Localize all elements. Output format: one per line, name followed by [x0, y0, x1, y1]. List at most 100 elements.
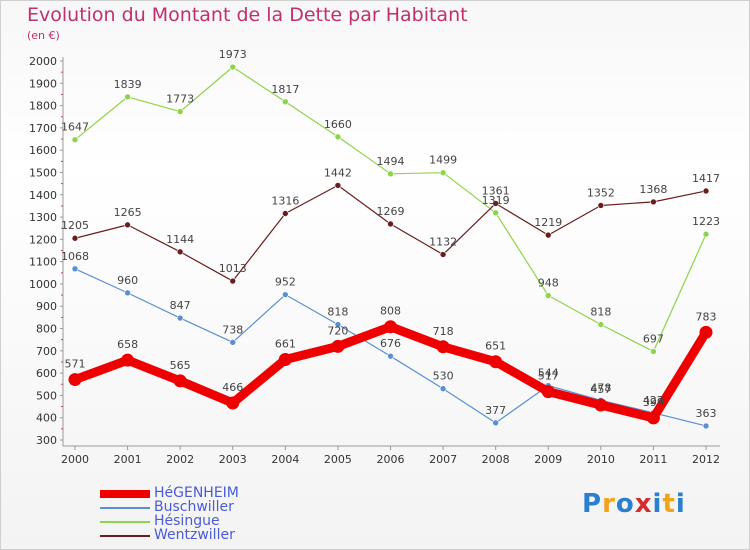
data-point: [124, 93, 131, 101]
y-tick-label: 500: [36, 389, 57, 402]
logo-letter: i: [652, 489, 663, 519]
x-tick-label: 2008: [482, 453, 510, 466]
data-point: [334, 182, 342, 189]
data-point: [702, 187, 710, 195]
data-label: 948: [538, 277, 559, 290]
legend-label-hegenheim: HéGENHEIM: [154, 485, 239, 501]
data-point: [334, 133, 342, 141]
data-point: [439, 169, 447, 176]
data-label: 718: [433, 325, 454, 338]
y-tick-label: 1700: [29, 122, 57, 135]
data-label: 676: [380, 337, 401, 350]
x-tick-label: 2007: [429, 453, 457, 466]
y-tick-label: 1800: [29, 100, 57, 113]
x-tick-label: 2005: [324, 453, 352, 466]
x-tick-label: 2010: [587, 453, 615, 466]
x-tick-label: 2006: [377, 453, 405, 466]
data-label: 738: [222, 323, 243, 336]
data-point: [646, 411, 660, 425]
data-point: [176, 248, 184, 256]
data-label: 1352: [587, 186, 615, 199]
data-label: 1144: [166, 233, 194, 246]
data-label: 1361: [482, 184, 510, 197]
logo-letter: r: [602, 489, 616, 519]
x-tick-label: 2011: [639, 453, 667, 466]
data-label: 1817: [271, 83, 299, 96]
data-label: 1773: [166, 93, 194, 106]
legend-label-wentzwiller: Wentzwiller: [154, 527, 235, 543]
data-label: 478: [590, 381, 611, 394]
data-label: 377: [485, 404, 506, 417]
y-tick-label: 600: [36, 367, 57, 380]
data-label: 960: [117, 274, 138, 287]
data-label: 1417: [692, 172, 720, 185]
data-point: [650, 198, 657, 206]
data-label: 1442: [324, 166, 352, 179]
data-point: [489, 355, 503, 369]
data-label: 808: [380, 305, 401, 318]
data-label: 1316: [271, 194, 299, 207]
y-tick-label: 900: [36, 300, 57, 313]
y-tick-label: 800: [36, 323, 57, 336]
data-point: [124, 289, 131, 297]
data-label: 466: [222, 381, 243, 394]
data-point: [334, 321, 342, 328]
data-label: 651: [485, 340, 506, 353]
x-tick-label: 2003: [219, 453, 247, 466]
data-point: [176, 108, 184, 115]
data-point: [387, 220, 394, 228]
data-label: 1223: [692, 215, 720, 228]
data-point: [229, 339, 237, 346]
y-tick-label: 1100: [29, 256, 57, 269]
data-label: 1647: [61, 121, 89, 134]
y-tick-label: 300: [36, 434, 57, 447]
data-point: [597, 321, 605, 328]
data-point: [278, 353, 292, 367]
data-point: [650, 348, 657, 355]
data-label: 1219: [534, 216, 562, 229]
y-tick-label: 1600: [29, 144, 57, 157]
legend-swatch-hesingue: [100, 521, 150, 523]
y-tick-label: 400: [36, 412, 57, 425]
data-label: 1205: [61, 219, 89, 232]
data-label: 571: [65, 358, 86, 371]
x-tick-label: 2012: [692, 453, 720, 466]
data-point: [121, 353, 135, 367]
legend-label-buschwiller: Buschwiller: [154, 499, 234, 515]
y-tick-label: 1000: [29, 278, 57, 291]
logo-letter: t: [662, 489, 676, 519]
proxiti-logo: Proxiti: [582, 489, 686, 519]
data-label: 658: [117, 338, 138, 351]
data-label: 1132: [429, 236, 457, 249]
data-label: 1494: [377, 155, 405, 168]
data-label: 1265: [114, 206, 142, 219]
data-point: [124, 221, 131, 229]
data-label: 517: [538, 370, 559, 383]
data-point: [173, 374, 187, 388]
data-point: [492, 200, 499, 207]
data-label: 1660: [324, 118, 352, 131]
y-tick-label: 1300: [29, 211, 57, 224]
data-point: [71, 265, 79, 273]
data-point: [492, 419, 499, 427]
data-label: 363: [696, 407, 717, 420]
data-point: [702, 230, 710, 238]
y-tick-label: 1400: [29, 189, 57, 202]
chart-subtitle: (en €): [27, 29, 60, 42]
data-point: [282, 210, 289, 217]
data-point: [594, 398, 608, 412]
data-point: [544, 231, 552, 239]
data-label: 847: [170, 299, 191, 312]
data-label: 565: [170, 359, 191, 372]
data-label: 818: [590, 306, 611, 319]
data-label: 1068: [61, 250, 89, 263]
x-tick-label: 2000: [61, 453, 89, 466]
data-point: [384, 320, 397, 334]
data-point: [597, 202, 605, 209]
data-labels: 1068 960 847 738 952 818 676 530 377 544 478 422 363…: [61, 48, 720, 420]
data-label: 1973: [219, 48, 247, 61]
data-point: [436, 340, 450, 354]
data-label: 457: [590, 383, 611, 396]
data-point: [229, 63, 237, 71]
data-label: 1368: [639, 183, 667, 196]
